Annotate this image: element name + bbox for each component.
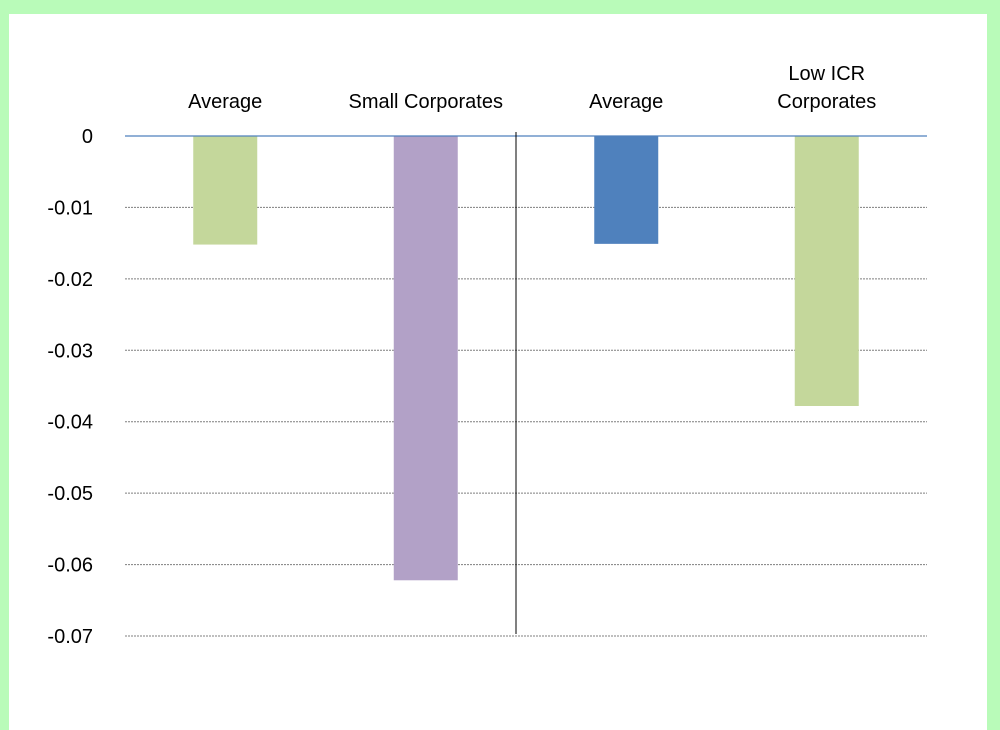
y-tick-label: 0: [82, 126, 93, 148]
y-tick-label: -0.03: [47, 340, 93, 362]
y-tick-labels: 0 -0.01 -0.02 -0.03 -0.04 -0.05 -0.06 -0.07: [47, 126, 93, 648]
y-tick-label: -0.06: [47, 555, 93, 577]
bar: [594, 136, 659, 244]
bars: [193, 136, 859, 581]
bar: [393, 136, 458, 581]
category-label: Small Corporates: [348, 91, 503, 113]
y-tick-label: -0.04: [47, 412, 93, 434]
chart-panel: 0 -0.01 -0.02 -0.03 -0.04 -0.05 -0.06 -0.07 Ave…: [9, 14, 987, 730]
grid-lines: [125, 206, 927, 637]
y-tick-label: -0.05: [47, 483, 93, 505]
axes: [125, 132, 927, 634]
category-label: Low ICR: [788, 63, 865, 85]
category-label: Corporates: [777, 91, 876, 113]
y-tick-label: -0.07: [47, 626, 93, 648]
category-labels: Average Small Corporates Average Low ICR Cor…: [188, 63, 876, 113]
y-tick-label: -0.02: [47, 269, 93, 291]
y-tick-label: -0.01: [47, 197, 93, 219]
bar: [193, 136, 258, 245]
category-label: Average: [188, 91, 262, 113]
category-label: Average: [589, 91, 663, 113]
bar: [794, 136, 859, 406]
bar-chart: 0 -0.01 -0.02 -0.03 -0.04 -0.05 -0.06 -0.07 Ave…: [47, 63, 927, 648]
